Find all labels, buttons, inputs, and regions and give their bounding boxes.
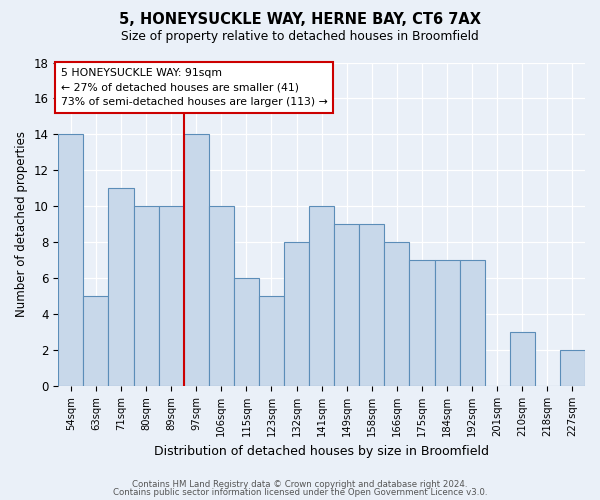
X-axis label: Distribution of detached houses by size in Broomfield: Distribution of detached houses by size … bbox=[154, 444, 489, 458]
Bar bbox=[409, 260, 434, 386]
Text: Contains HM Land Registry data © Crown copyright and database right 2024.: Contains HM Land Registry data © Crown c… bbox=[132, 480, 468, 489]
Bar bbox=[259, 296, 284, 386]
Text: Contains public sector information licensed under the Open Government Licence v3: Contains public sector information licen… bbox=[113, 488, 487, 497]
Bar bbox=[460, 260, 485, 386]
Bar bbox=[385, 242, 409, 386]
Bar bbox=[209, 206, 234, 386]
Y-axis label: Number of detached properties: Number of detached properties bbox=[15, 132, 28, 318]
Bar bbox=[134, 206, 158, 386]
Bar bbox=[434, 260, 460, 386]
Bar bbox=[234, 278, 259, 386]
Bar bbox=[58, 134, 83, 386]
Text: Size of property relative to detached houses in Broomfield: Size of property relative to detached ho… bbox=[121, 30, 479, 43]
Bar bbox=[158, 206, 184, 386]
Bar bbox=[309, 206, 334, 386]
Text: 5 HONEYSUCKLE WAY: 91sqm
← 27% of detached houses are smaller (41)
73% of semi-d: 5 HONEYSUCKLE WAY: 91sqm ← 27% of detach… bbox=[61, 68, 328, 108]
Bar bbox=[510, 332, 535, 386]
Bar bbox=[83, 296, 109, 386]
Bar bbox=[560, 350, 585, 386]
Bar bbox=[334, 224, 359, 386]
Bar bbox=[284, 242, 309, 386]
Bar bbox=[109, 188, 134, 386]
Bar bbox=[184, 134, 209, 386]
Text: 5, HONEYSUCKLE WAY, HERNE BAY, CT6 7AX: 5, HONEYSUCKLE WAY, HERNE BAY, CT6 7AX bbox=[119, 12, 481, 28]
Bar bbox=[359, 224, 385, 386]
